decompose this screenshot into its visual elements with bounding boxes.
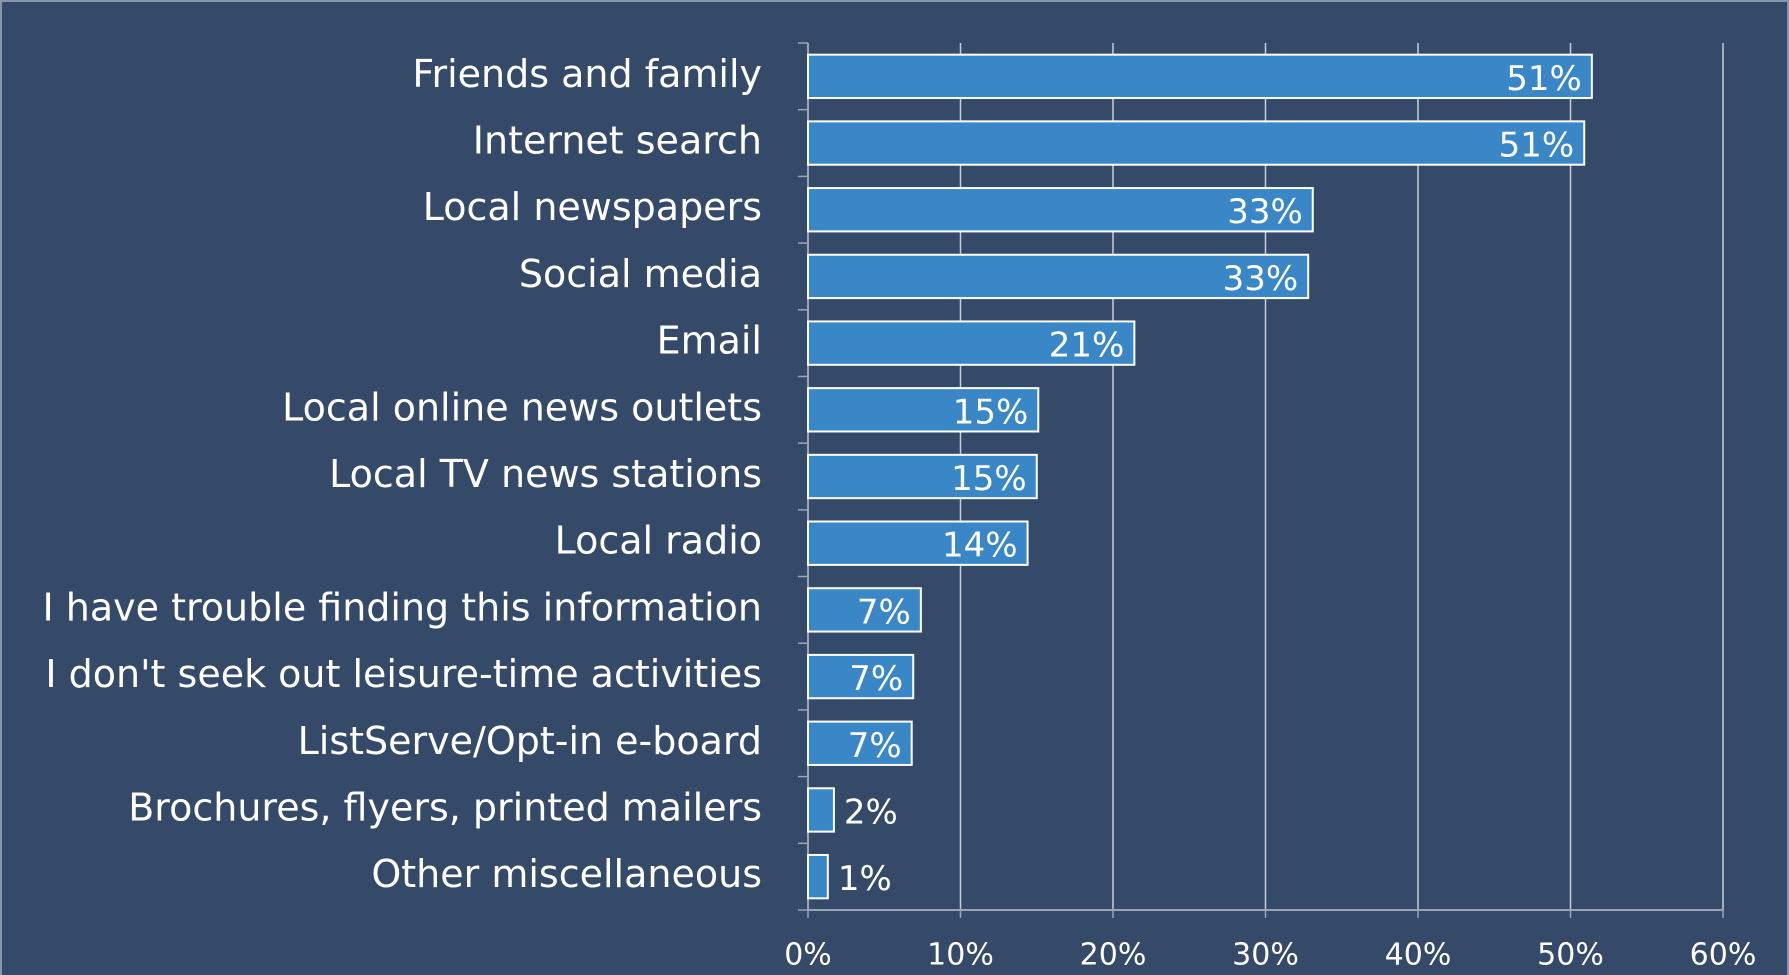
y-tick-label: Internet search: [473, 119, 762, 163]
y-tick-label: Local radio: [555, 519, 762, 563]
value-label: 51%: [1506, 59, 1582, 99]
bar: [807, 320, 1136, 366]
y-tick-label: I don't seek out leisure-time activities: [45, 652, 762, 696]
y-tick-label: Local newspapers: [423, 185, 762, 229]
y-tick-label: ListServe/Opt-in e-board: [298, 719, 762, 763]
value-label: 7%: [849, 659, 903, 699]
y-tick-label: I have trouble finding this information: [43, 585, 762, 629]
value-label: 7%: [848, 726, 902, 766]
bar: [807, 120, 1586, 166]
value-label: 1%: [838, 859, 892, 899]
value-label: 33%: [1227, 192, 1303, 232]
bar: [807, 787, 835, 833]
x-tick-label: 10%: [927, 938, 994, 973]
y-tick-label: Local online news outlets: [282, 385, 762, 429]
bar: [807, 387, 1040, 433]
bar: [807, 453, 1038, 500]
y-tick-label: Brochures, flyers, printed mailers: [128, 785, 762, 829]
value-label: 15%: [951, 459, 1027, 499]
x-tick-label: 60%: [1690, 938, 1757, 973]
bar: [807, 520, 1029, 566]
y-tick-label: Local TV news stations: [329, 452, 762, 496]
y-tick-label: Email: [657, 319, 762, 363]
x-tick-label: 20%: [1080, 938, 1147, 973]
value-label: 15%: [953, 392, 1029, 432]
x-tick-label: 0%: [784, 938, 832, 973]
value-label: 14%: [942, 526, 1018, 566]
bar: [807, 587, 922, 633]
y-tick-label: Other miscellaneous: [371, 852, 762, 896]
y-tick-label: Friends and family: [412, 52, 762, 96]
bar: [807, 187, 1314, 233]
bar: [807, 253, 1310, 300]
x-tick-label: 30%: [1232, 938, 1299, 973]
bar: [807, 720, 913, 766]
bar: [807, 853, 829, 900]
y-tick-label: Social media: [519, 252, 762, 296]
bar: [807, 653, 915, 700]
value-label: 33%: [1223, 259, 1299, 299]
x-tick-label: 40%: [1385, 938, 1452, 973]
value-label: 7%: [857, 592, 911, 632]
x-tick-label: 50%: [1537, 938, 1604, 973]
value-label: 2%: [844, 792, 898, 832]
bar: [807, 53, 1593, 100]
value-label: 21%: [1049, 326, 1125, 366]
value-label: 51%: [1499, 126, 1575, 166]
